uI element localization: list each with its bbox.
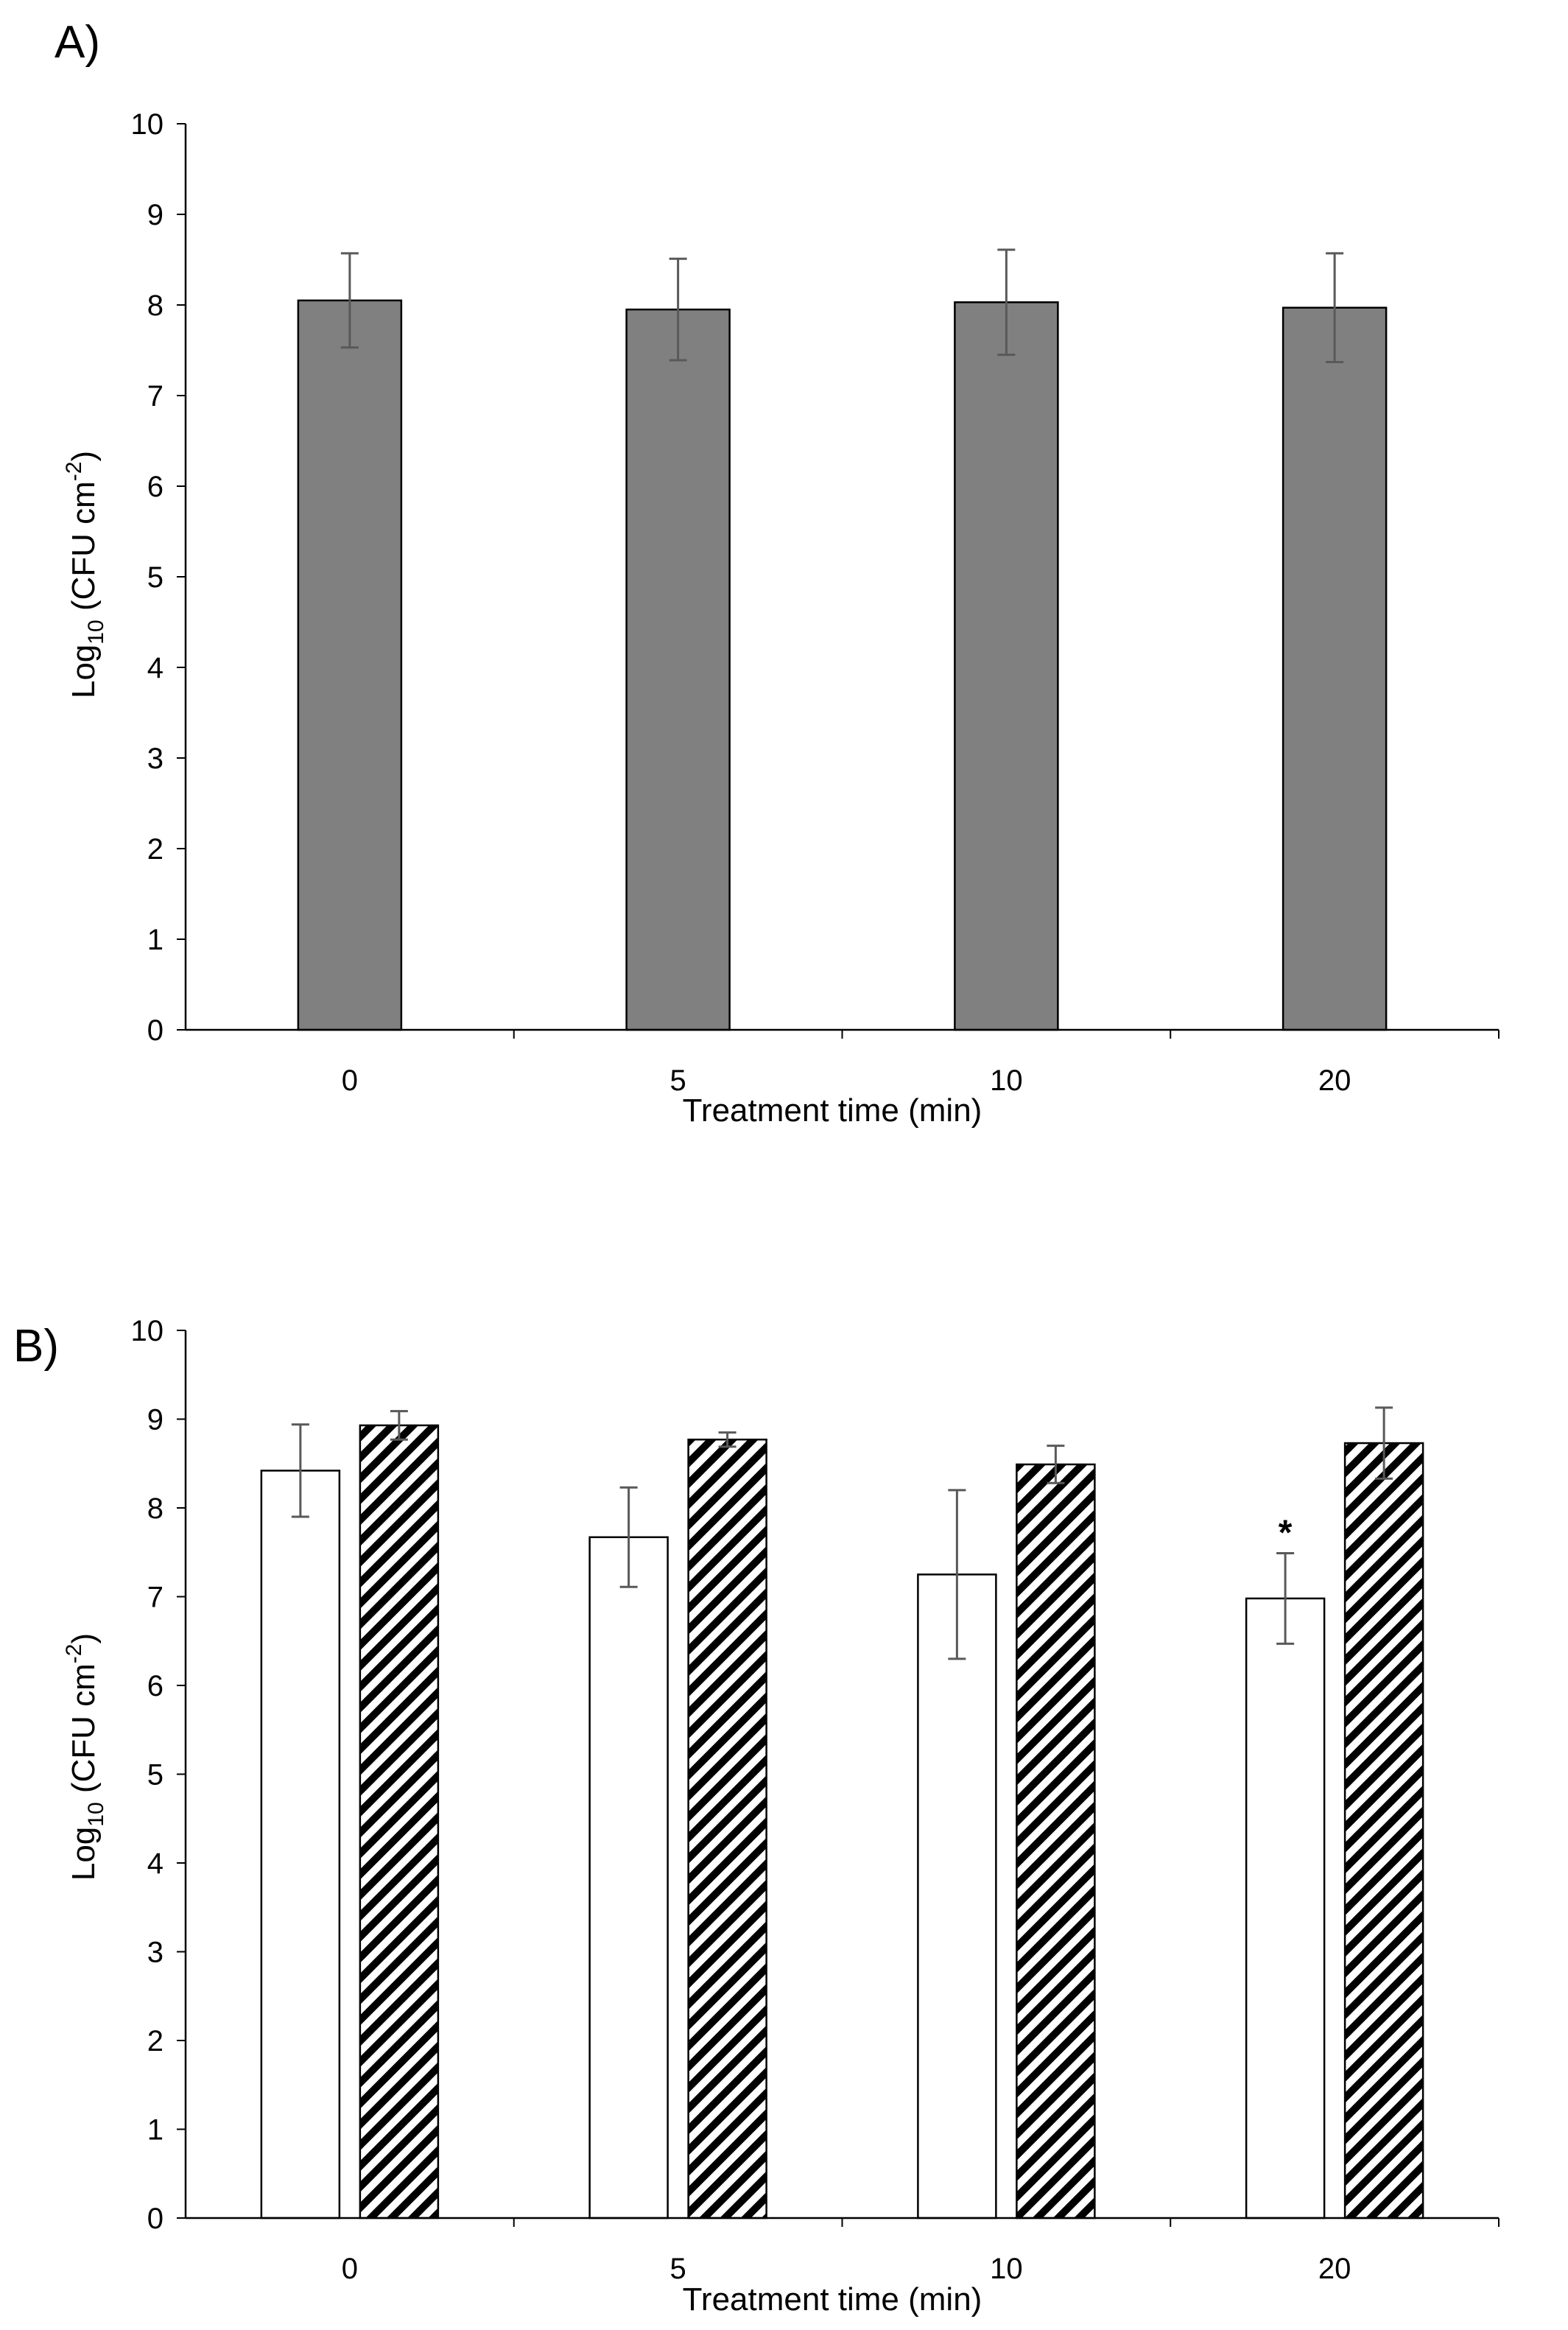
panel-b-bar-open — [588, 1536, 669, 2220]
panel-a-y-tick-label: 8 — [147, 290, 164, 322]
panel-b-y-tick-label: 2 — [147, 2025, 164, 2057]
panel-a-y-tick-label: 3 — [147, 743, 164, 775]
panel-b-bar-hatched — [1016, 1463, 1096, 2220]
panel-a-y-axis-title: Log10 (CFU cm-2) — [62, 451, 108, 698]
panel-b-x-tick-label: 10 — [990, 2253, 1023, 2285]
panel-b-y-tick-label: 0 — [147, 2203, 164, 2235]
panel-b-x-tick-label: 0 — [342, 2253, 358, 2285]
panel-a-x-tick-label: 10 — [990, 1064, 1023, 1097]
panel-a-error-bars — [340, 248, 1344, 363]
panel-a-y-tick-label: 2 — [147, 833, 164, 866]
panel-a-bar-solid-gray — [1282, 306, 1388, 1031]
panel-b-y-tick-label: 1 — [147, 2114, 164, 2147]
panel-b-y-tick-label: 6 — [147, 1670, 164, 1702]
panel-a-y-tick-label: 0 — [147, 1014, 164, 1047]
panel-b-y-axis-title: Log10 (CFU cm-2) — [62, 1633, 108, 1881]
panel-b-bars — [260, 1424, 1424, 2220]
panel-a-x-tick-label: 5 — [670, 1064, 686, 1097]
panel-a-x-tick-label: 20 — [1318, 1064, 1351, 1097]
panel-b-bar-hatched — [1343, 1442, 1424, 2220]
panel-b-x-tick-label: 20 — [1318, 2253, 1351, 2285]
panel-b-y-tick-label: 10 — [131, 1315, 164, 1347]
panel-a-bar-solid-gray — [297, 299, 403, 1031]
panel-b-y-tick-label: 8 — [147, 1492, 164, 1525]
panel-b-error-bars — [291, 1406, 1393, 1660]
panel-a-x-tick-label: 0 — [342, 1064, 358, 1097]
panel-a-bar-solid-gray — [625, 308, 731, 1031]
panel-b-y-tick-label: 9 — [147, 1404, 164, 1436]
panel-b-significance-marker: * — [1279, 1513, 1293, 1552]
panel-a-y-ticks: 0 1 2 3 4 5 6 7 8 9 10 — [131, 108, 1500, 1047]
panel-b-annotations: * — [1279, 1513, 1293, 1552]
panel-b-y-axis-title-text: Log10 (CFU cm-2) — [62, 1633, 108, 1881]
panel-b-y-tick-label: 4 — [147, 1847, 164, 1880]
panel-b-bar-hatched — [359, 1424, 440, 2220]
panel-a-y-tick-label: 10 — [131, 108, 164, 141]
panel-b-x-tick-labels: 0 5 10 20 — [342, 2253, 1351, 2285]
panel-a-y-tick-label: 4 — [147, 652, 164, 684]
panel-a-y-tick-label: 7 — [147, 380, 164, 413]
panel-a-x-axis-title: Treatment time (min) — [683, 1092, 982, 1129]
panel-a-bar-solid-gray — [954, 301, 1059, 1031]
panel-b-y-tick-label: 5 — [147, 1759, 164, 1792]
panel-a-y-tick-label: 1 — [147, 924, 164, 956]
panel-b-y-tick-label: 7 — [147, 1582, 164, 1614]
panel-a-axes — [184, 124, 1499, 1031]
panel-b-y-ticks: 0 1 2 3 4 5 6 7 8 9 10 — [131, 1315, 1500, 2235]
panel-a-y-axis-title-text: Log10 (CFU cm-2) — [62, 451, 108, 698]
panel-a-y-tick-label: 9 — [147, 199, 164, 231]
panel-a-x-tick-labels: 0 5 10 20 — [342, 1064, 1351, 1097]
panel-a-bars — [297, 299, 1388, 1031]
panel-b-axes — [184, 1330, 1499, 2220]
panel-b-bar-open — [260, 1470, 341, 2220]
panel-b-bar-open — [917, 1573, 997, 2220]
panel-a-y-tick-label: 5 — [147, 561, 164, 594]
panel-b-bar-hatched — [687, 1438, 767, 2220]
panel-b-label: B) — [13, 1321, 59, 1372]
panel-a-y-tick-label: 6 — [147, 471, 164, 503]
panel-b-x-tick-label: 5 — [670, 2253, 686, 2285]
panel-b-y-tick-label: 3 — [147, 1937, 164, 1969]
panel-a-label: A) — [55, 17, 100, 68]
panel-b-x-axis-title: Treatment time (min) — [683, 2281, 982, 2317]
panel-b-bar-open — [1245, 1597, 1326, 2220]
